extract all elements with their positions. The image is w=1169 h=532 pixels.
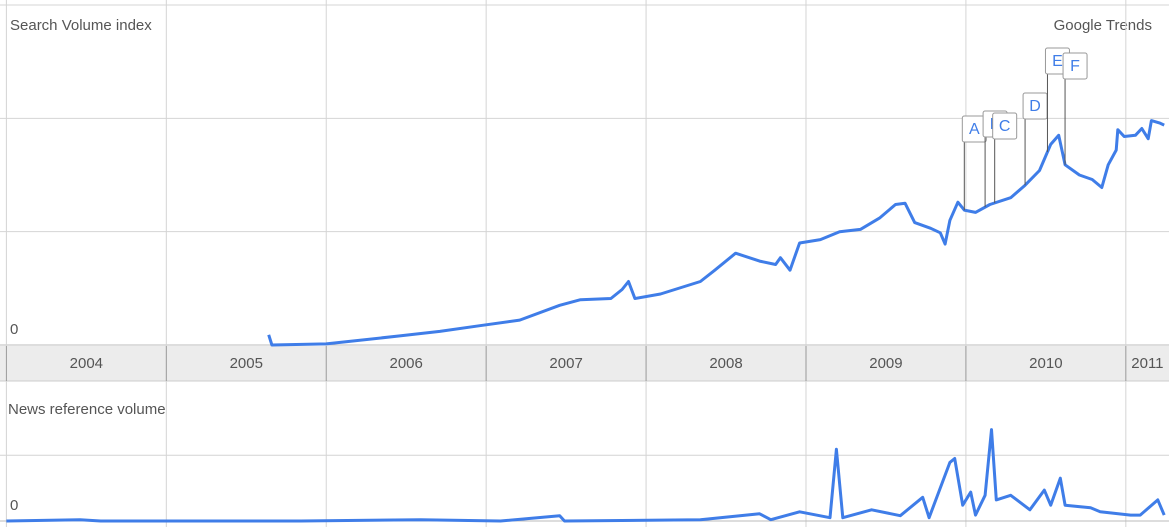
series-line [267,119,1165,347]
annotation-label: F [1070,58,1080,75]
annotation-label: A [969,121,980,138]
x-tick-label: 2011 [1131,355,1163,372]
x-tick-label: 2008 [709,355,742,372]
source-label: Google Trends [1054,17,1152,34]
date-band [0,346,1169,381]
x-tick-label: 2004 [70,355,103,372]
x-tick-label: 2010 [1029,355,1062,372]
y-tick-label: 0 [10,321,18,338]
x-tick-label: 2007 [549,355,582,372]
chart-title: News reference volume [8,401,166,418]
annotation-flag [1062,52,1088,80]
annotation-label: E [1052,53,1063,70]
mark-layer: ABCDEF [6,47,1166,523]
x-tick-label: 2009 [869,355,902,372]
series-line [6,428,1166,523]
annotation-label: D [1029,98,1041,115]
chart-title: Search Volume index [10,17,152,34]
y-tick-label: 0 [10,497,18,514]
x-tick-label: 2006 [390,355,423,372]
annotation-flag [992,112,1018,140]
annotation-label: C [999,118,1011,135]
x-tick-label: 2005 [230,355,263,372]
